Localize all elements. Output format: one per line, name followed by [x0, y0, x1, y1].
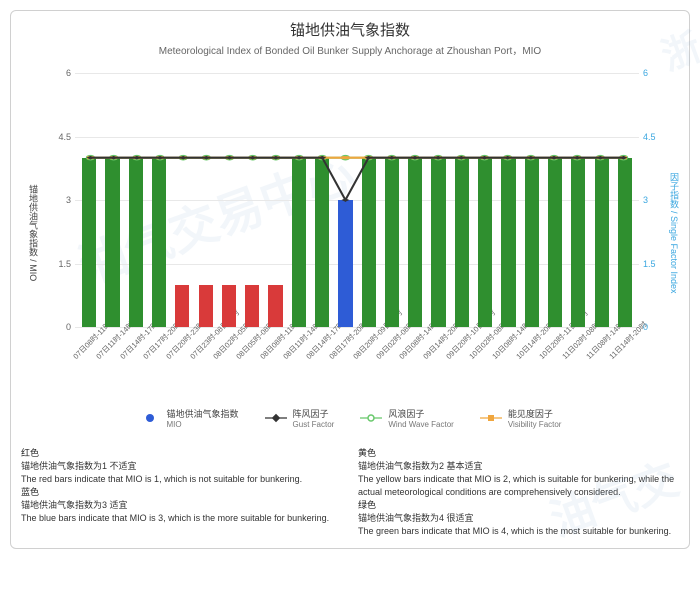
mio-bar [548, 158, 562, 327]
note-cn: 锚地供油气象指数为1 不适宜 [21, 460, 342, 473]
diamond-icon [265, 413, 287, 423]
mio-bar [408, 158, 422, 327]
chart-title: 锚地供油气象指数 [21, 19, 679, 40]
bar-column: 11日14时-20时 [615, 73, 635, 327]
legend-label: 阵风因子 [293, 409, 329, 419]
bar-column: 09日14时-20时 [428, 73, 448, 327]
chart-subtitle: Meteorological Index of Bonded Oil Bunke… [21, 42, 679, 57]
bar-column: 07日11时-14时 [102, 73, 122, 327]
bar-column: 08日05时-08时 [242, 73, 262, 327]
mio-bar [595, 158, 609, 327]
note-en: The green bars indicate that MIO is 4, w… [358, 525, 679, 538]
bar-column: 11日02时-08时 [568, 73, 588, 327]
bar-column: 07日23时-08日02时 [195, 73, 215, 327]
mio-bar [222, 285, 236, 327]
mio-bar [315, 158, 329, 327]
mio-bar [618, 158, 632, 327]
square-icon [480, 413, 502, 423]
legend-label: 锚地供油气象指数 [167, 409, 239, 419]
mio-bar [175, 285, 189, 327]
bar-column: 09日02时-08时 [382, 73, 402, 327]
note-heading: 红色 [21, 447, 342, 460]
mio-bar [385, 158, 399, 327]
mio-bar [105, 158, 119, 327]
note-en: The blue bars indicate that MIO is 3, wh… [21, 512, 342, 525]
bar-column: 08日02时-05时 [219, 73, 239, 327]
legend-sublabel: Wind Wave Factor [388, 420, 454, 429]
bar-column: 11日08时-14时 [592, 73, 612, 327]
bar-column: 07日20时-23时 [172, 73, 192, 327]
legend-windwave: 风浪因子Wind Wave Factor [360, 407, 454, 429]
notes: 红色 锚地供油气象指数为1 不适宜 The red bars indicate … [21, 447, 679, 538]
mio-bar [362, 158, 376, 327]
note-heading: 绿色 [358, 499, 679, 512]
mio-bar [501, 158, 515, 327]
bar-column: 08日08时-11时 [265, 73, 285, 327]
notes-left: 红色 锚地供油气象指数为1 不适宜 The red bars indicate … [21, 447, 342, 538]
bar-column: 08日11时-14时 [289, 73, 309, 327]
legend-gust: 阵风因子Gust Factor [265, 407, 335, 429]
legend-sublabel: MIO [167, 420, 239, 429]
circle-icon [360, 413, 382, 423]
bar-column: 09日20时-10日02时 [452, 73, 472, 327]
legend-sublabel: Gust Factor [293, 420, 335, 429]
bar-column: 08日17时-20时 [335, 73, 355, 327]
legend-mio: 锚地供油气象指数MIO [139, 407, 239, 429]
mio-bar [338, 200, 352, 327]
bar-column: 10日20时-11日02时 [545, 73, 565, 327]
mio-bar [152, 158, 166, 327]
note-cn: 锚地供油气象指数为4 很适宜 [358, 512, 679, 525]
bar-column: 10日14时-20时 [522, 73, 542, 327]
mio-bar [82, 158, 96, 327]
mio-bar [292, 158, 306, 327]
y-left-axis-label: 锚地供油气象指数 / MIO [27, 185, 40, 282]
bar-column: 07日08时-11时 [79, 73, 99, 327]
legend-label: 能见度因子 [508, 409, 553, 419]
mio-bar [199, 285, 213, 327]
bar-column: 08日14时-17时 [312, 73, 332, 327]
mio-bar [525, 158, 539, 327]
mio-bar [245, 285, 259, 327]
mio-bar [571, 158, 585, 327]
bar-column: 08日20时-09日02时 [359, 73, 379, 327]
circle-icon [139, 413, 161, 423]
chart-panel: 油气交易中心 浙 油气交 锚地供油气象指数 Meteorological Ind… [10, 10, 690, 549]
legend-label: 风浪因子 [388, 409, 424, 419]
bar-column: 10日02时-08时 [475, 73, 495, 327]
chart-area: 锚地供油气象指数 / MIO 因子指数 / Single Factor Inde… [21, 63, 679, 403]
legend-sublabel: Visibility Factor [508, 420, 562, 429]
bar-column: 07日17时-20时 [149, 73, 169, 327]
notes-right: 黄色 锚地供油气象指数为2 基本适宜 The yellow bars indic… [358, 447, 679, 538]
bars-container: 07日08时-11时07日11时-14时07日14时-17时07日17时-20时… [75, 73, 639, 327]
bar-column: 07日14时-17时 [126, 73, 146, 327]
note-en: The red bars indicate that MIO is 1, whi… [21, 473, 342, 486]
note-en: The yellow bars indicate that MIO is 2, … [358, 473, 679, 499]
note-cn: 锚地供油气象指数为2 基本适宜 [358, 460, 679, 473]
bar-column: 09日08时-14时 [405, 73, 425, 327]
note-cn: 锚地供油气象指数为3 适宜 [21, 499, 342, 512]
legend: 锚地供油气象指数MIO 阵风因子Gust Factor 风浪因子Wind Wav… [21, 407, 679, 429]
mio-bar [129, 158, 143, 327]
y-right-axis-label: 因子指数 / Single Factor Index [668, 172, 681, 293]
note-heading: 蓝色 [21, 486, 342, 499]
mio-bar [455, 158, 469, 327]
mio-bar [268, 285, 282, 327]
note-heading: 黄色 [358, 447, 679, 460]
plot-region: 001.51.5334.54.566 07日08时-11时07日11时-14时0… [75, 73, 639, 327]
mio-bar [478, 158, 492, 327]
legend-visibility: 能见度因子Visibility Factor [480, 407, 562, 429]
bar-column: 10日08时-14时 [498, 73, 518, 327]
mio-bar [431, 158, 445, 327]
